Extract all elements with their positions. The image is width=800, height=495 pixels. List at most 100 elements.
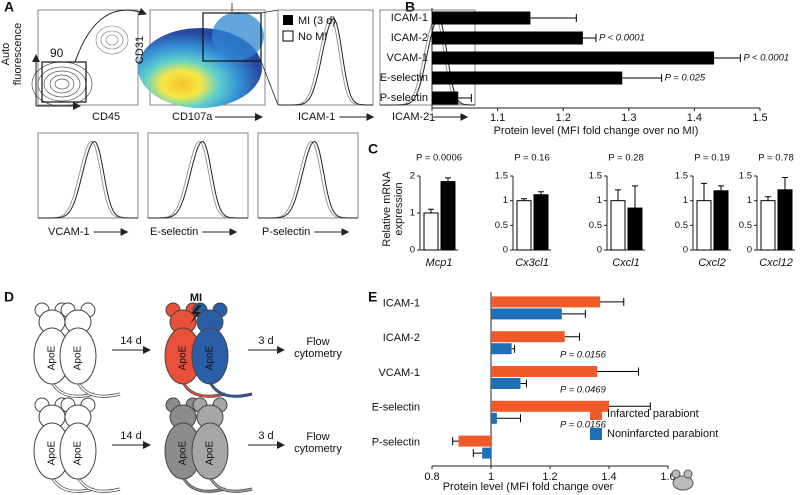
chart-title: P = 0.78 — [758, 153, 793, 164]
bar — [696, 200, 712, 251]
x-tick-label: 0.8 — [424, 471, 439, 483]
x-axis-label: VCAM-1 — [48, 226, 90, 238]
mouse-label: ApoE — [73, 345, 84, 370]
gate-arrow — [74, 7, 147, 63]
legend-swatch — [282, 30, 294, 42]
annotation: P < 0.0001 — [599, 33, 645, 44]
bar — [610, 200, 626, 251]
readout-label: Flow cytometry — [294, 336, 342, 360]
bar — [458, 435, 491, 447]
error-bar — [714, 54, 741, 62]
injury-label: MI — [190, 292, 202, 304]
gate — [41, 61, 87, 103]
mouse-tail — [51, 476, 95, 492]
mouse-tail — [77, 381, 121, 397]
contour-ring — [31, 61, 93, 107]
y-tick-label: 1.5 — [739, 171, 752, 182]
bar — [760, 200, 776, 251]
chart-title: P = 0.28 — [608, 153, 643, 164]
x-axis-title: Cxcl12 — [759, 257, 793, 269]
x-axis-label: CD45 — [92, 111, 120, 123]
y-tick-label: 0 — [597, 245, 602, 256]
bar — [491, 343, 512, 355]
error-bar — [458, 94, 472, 102]
contour-ring — [54, 78, 70, 90]
y-axis-label: Auto fluorescence — [0, 22, 24, 86]
plot-frame — [147, 132, 249, 219]
x-tick-label: 1.3 — [621, 112, 636, 124]
error-bar — [609, 402, 651, 411]
mouse-label: ApoE — [47, 345, 58, 370]
bar — [491, 378, 521, 389]
mouse-body — [59, 422, 97, 480]
error-bar — [564, 332, 580, 341]
mouse-tail — [182, 476, 226, 492]
y-tick-label: P-selectin — [380, 92, 428, 104]
x-tick-label: 1.4 — [687, 112, 702, 124]
gate-value: 90 — [50, 46, 64, 60]
plot-frame — [257, 132, 359, 219]
bar — [533, 194, 549, 251]
chart-title: P = 0.16 — [514, 153, 549, 164]
y-tick-label: 0.5 — [675, 220, 688, 231]
histogram-curve — [380, 18, 475, 106]
bar — [777, 189, 793, 251]
y-tick-label: 1.5 — [589, 171, 602, 182]
error-bar — [622, 74, 663, 82]
bar — [432, 71, 623, 85]
duration-label: 14 d — [120, 335, 141, 347]
y-tick-label: ICAM-2 — [391, 32, 428, 44]
y-tick-label: 0.5 — [495, 220, 508, 231]
panel-label: E — [368, 289, 377, 305]
mouse-tail — [76, 476, 121, 493]
mouse-body — [191, 327, 229, 385]
y-tick-label: ICAM-1 — [383, 297, 420, 309]
y-axis-title-box: Relative mRNA expression — [381, 171, 405, 246]
y-tick-label: 1.5 — [675, 171, 688, 182]
mouse-tail — [182, 381, 226, 397]
mouse-tail — [51, 381, 95, 397]
mouse-label: ApoE — [178, 345, 189, 370]
density-cloud — [212, 12, 264, 60]
y-tick-label: E-selectin — [372, 402, 420, 414]
bar — [491, 366, 598, 377]
legend-swatch — [283, 15, 293, 25]
bar — [627, 207, 643, 251]
x-tick-label: 1.2 — [542, 471, 557, 483]
mouse-tail — [181, 381, 226, 398]
bar — [491, 331, 565, 343]
error-bar — [582, 34, 597, 42]
y-tick-label: E-selectin — [380, 72, 428, 84]
legend-swatch — [590, 408, 602, 420]
y-tick-label: 1 — [503, 195, 508, 206]
y-tick-label: 0.5 — [739, 220, 752, 231]
legend-label: MI (3 d) — [298, 15, 336, 27]
chart-title: P = 0.0006 — [416, 153, 462, 164]
error-bar — [428, 208, 434, 213]
mouse-label: ApoE — [178, 440, 189, 465]
bar — [491, 308, 562, 320]
error-bar — [530, 14, 577, 22]
annotation: P = 0.0156 — [560, 419, 607, 430]
mouse-tail — [209, 476, 253, 492]
y-tick-label: 1 — [597, 195, 602, 206]
plot-frame — [37, 132, 139, 219]
panel-label: A — [4, 0, 14, 15]
icon — [683, 469, 693, 479]
plot-frame — [277, 9, 374, 106]
duration-label: 3 d — [258, 335, 273, 347]
gate-link — [260, 9, 279, 14]
readout-label-box: Flow cytometry — [294, 431, 342, 455]
y-axis-label: CD31 — [134, 36, 146, 64]
chart-title: P = 0.19 — [694, 153, 729, 164]
mouse-tail — [209, 381, 253, 397]
y-tick-label: 0.5 — [589, 220, 602, 231]
x-axis-title: Mcp1 — [426, 257, 453, 269]
duration-label: 3 d — [258, 430, 273, 442]
contour-ring — [100, 30, 124, 50]
bar — [482, 447, 491, 459]
gate — [202, 12, 262, 62]
error-bar — [511, 344, 516, 353]
error-bar — [445, 177, 451, 182]
